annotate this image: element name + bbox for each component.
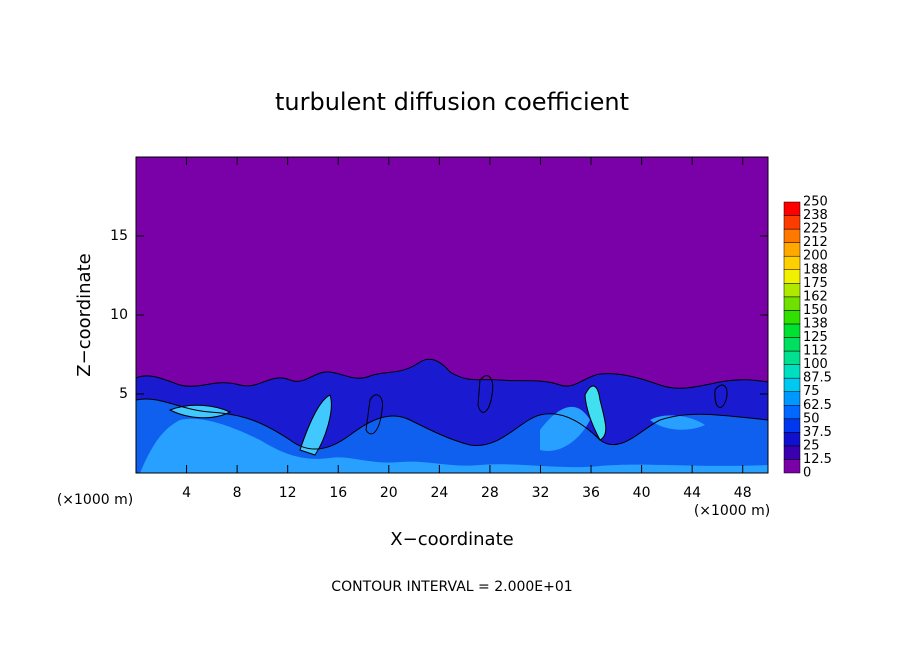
y-tick-label: 10 bbox=[110, 307, 128, 323]
x-tick-label: 48 bbox=[734, 485, 752, 501]
colorbar-label: 200 bbox=[803, 249, 828, 264]
field-region bbox=[585, 385, 606, 440]
x-tick-label: 12 bbox=[279, 485, 297, 501]
colorbar-label: 238 bbox=[803, 208, 828, 223]
colorbar-label: 162 bbox=[803, 289, 828, 304]
colorbar-segment bbox=[783, 445, 801, 460]
colorbar-segment bbox=[783, 377, 801, 392]
colorbar-label: 225 bbox=[803, 222, 828, 237]
colorbar-segment bbox=[783, 283, 801, 298]
field-region bbox=[136, 398, 768, 473]
x-tick-label: 4 bbox=[182, 485, 191, 501]
colorbar-label: 12.5 bbox=[803, 452, 832, 467]
colorbar-segment bbox=[783, 391, 801, 406]
colorbar-segment bbox=[783, 201, 801, 216]
x-tick-label: 20 bbox=[380, 485, 398, 501]
colorbar-label: 37.5 bbox=[803, 425, 832, 440]
colorbar-label: 125 bbox=[803, 330, 828, 345]
x-tick-label: 24 bbox=[430, 485, 448, 501]
x-tick-label: 28 bbox=[481, 485, 499, 501]
colorbar-segment bbox=[783, 310, 801, 325]
x-unit-label: (×1000 m) bbox=[694, 503, 770, 519]
x-tick-label: 32 bbox=[532, 485, 550, 501]
x-tick-label: 8 bbox=[233, 485, 242, 501]
colorbar-label: 75 bbox=[803, 384, 820, 399]
x-axis-label: X−coordinate bbox=[390, 529, 513, 550]
colorbar-label: 188 bbox=[803, 262, 828, 277]
field-region bbox=[300, 395, 332, 455]
field bbox=[136, 358, 768, 473]
colorbar-segment bbox=[783, 364, 801, 379]
colorbar-label: 100 bbox=[803, 357, 828, 372]
colorbar-label: 0 bbox=[803, 466, 811, 481]
x-tick-label: 40 bbox=[633, 485, 651, 501]
colorbar-segment bbox=[783, 418, 801, 433]
colorbar-segment bbox=[783, 296, 801, 311]
colorbar-segment bbox=[783, 269, 801, 284]
field-region bbox=[140, 418, 768, 473]
colorbar-label: 62.5 bbox=[803, 398, 832, 413]
field-region bbox=[170, 405, 230, 418]
colorbar-label: 112 bbox=[803, 344, 828, 359]
y-tick-label: 5 bbox=[119, 386, 128, 402]
colorbar-label: 150 bbox=[803, 303, 828, 318]
colorbar-label: 138 bbox=[803, 316, 828, 331]
colorbar-segment bbox=[783, 337, 801, 352]
colorbar-label: 175 bbox=[803, 276, 828, 291]
colorbar-label: 87.5 bbox=[803, 371, 832, 386]
colorbar-segment bbox=[783, 255, 801, 271]
chart-title: turbulent diffusion coefficient bbox=[275, 88, 629, 116]
colorbar-label: 212 bbox=[803, 235, 828, 250]
y-axis-label: Z−coordinate bbox=[74, 253, 95, 376]
colorbar-segment bbox=[783, 228, 801, 243]
colorbar-segment bbox=[783, 350, 801, 365]
colorbar-segment bbox=[783, 215, 801, 230]
field-region bbox=[540, 406, 590, 451]
colorbar-segment bbox=[783, 323, 801, 338]
colorbar-label: 25 bbox=[803, 438, 820, 453]
x-tick-label: 16 bbox=[329, 485, 347, 501]
colorbar-segment bbox=[783, 432, 801, 447]
x-tick-label: 36 bbox=[582, 485, 600, 501]
footer: CONTOUR INTERVAL = 2.000E+01 bbox=[331, 579, 572, 595]
x-unit-label: (×1000 m) bbox=[57, 492, 133, 508]
colorbar-segment bbox=[783, 405, 801, 420]
colorbar-segment bbox=[783, 242, 801, 257]
colorbar-label: 250 bbox=[803, 195, 828, 210]
y-tick-label: 15 bbox=[110, 228, 128, 244]
colorbar-segment bbox=[783, 459, 801, 474]
x-tick-label: 44 bbox=[683, 485, 701, 501]
colorbar-label: 50 bbox=[803, 411, 820, 426]
